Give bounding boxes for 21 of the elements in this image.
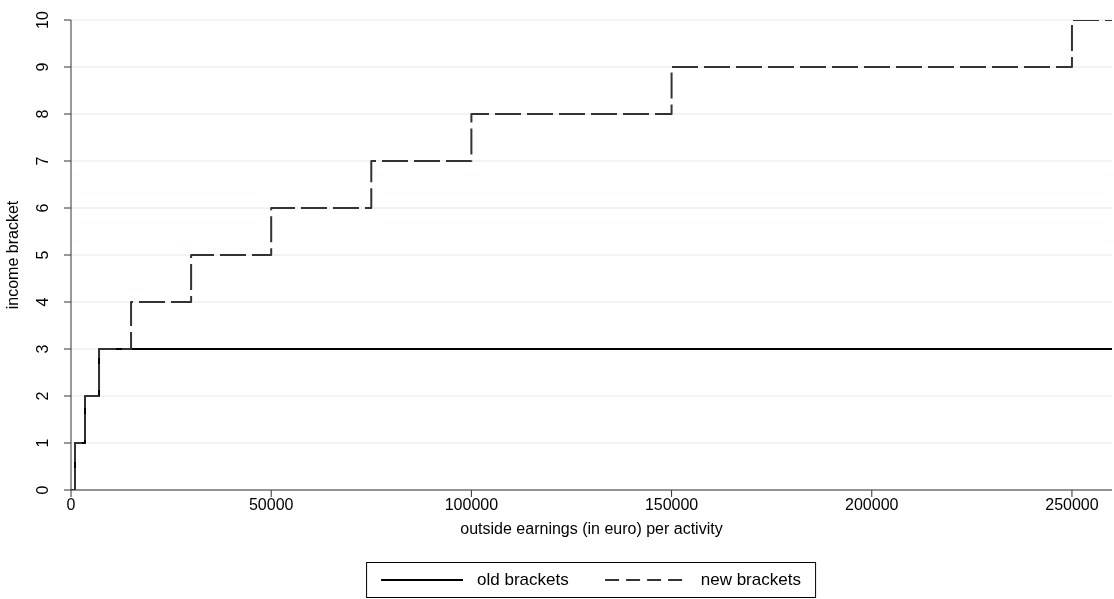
legend-label: new brackets bbox=[700, 570, 801, 590]
x-tick-label: 250000 bbox=[1045, 496, 1099, 514]
y-tick-label: 6 bbox=[34, 203, 51, 213]
y-tick-label: 8 bbox=[34, 109, 51, 119]
y-tick-label: 4 bbox=[34, 297, 51, 307]
x-tick-label: 100000 bbox=[444, 496, 499, 514]
y-tick-label: 9 bbox=[34, 62, 51, 72]
x-tick-label: 150000 bbox=[644, 496, 699, 514]
x-tick-label: 0 bbox=[66, 496, 76, 514]
y-tick-label: 10 bbox=[34, 11, 51, 29]
y-tick-label: 1 bbox=[34, 438, 51, 448]
y-tick-label: 7 bbox=[34, 156, 51, 166]
x-tick-label: 50000 bbox=[248, 496, 294, 514]
y-axis-title: income bracket bbox=[3, 200, 21, 310]
x-tick-label: 200000 bbox=[845, 496, 899, 514]
y-tick-label: 2 bbox=[34, 391, 51, 401]
y-tick-label: 3 bbox=[34, 344, 51, 354]
y-tick-label: 0 bbox=[34, 485, 51, 495]
x-axis-title: outside earnings (in euro) per activity bbox=[460, 520, 723, 537]
legend-label: old brackets bbox=[477, 570, 569, 590]
y-tick-label: 5 bbox=[34, 250, 51, 260]
